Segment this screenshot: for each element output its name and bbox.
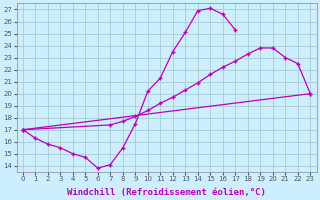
X-axis label: Windchill (Refroidissement éolien,°C): Windchill (Refroidissement éolien,°C) <box>67 188 266 197</box>
